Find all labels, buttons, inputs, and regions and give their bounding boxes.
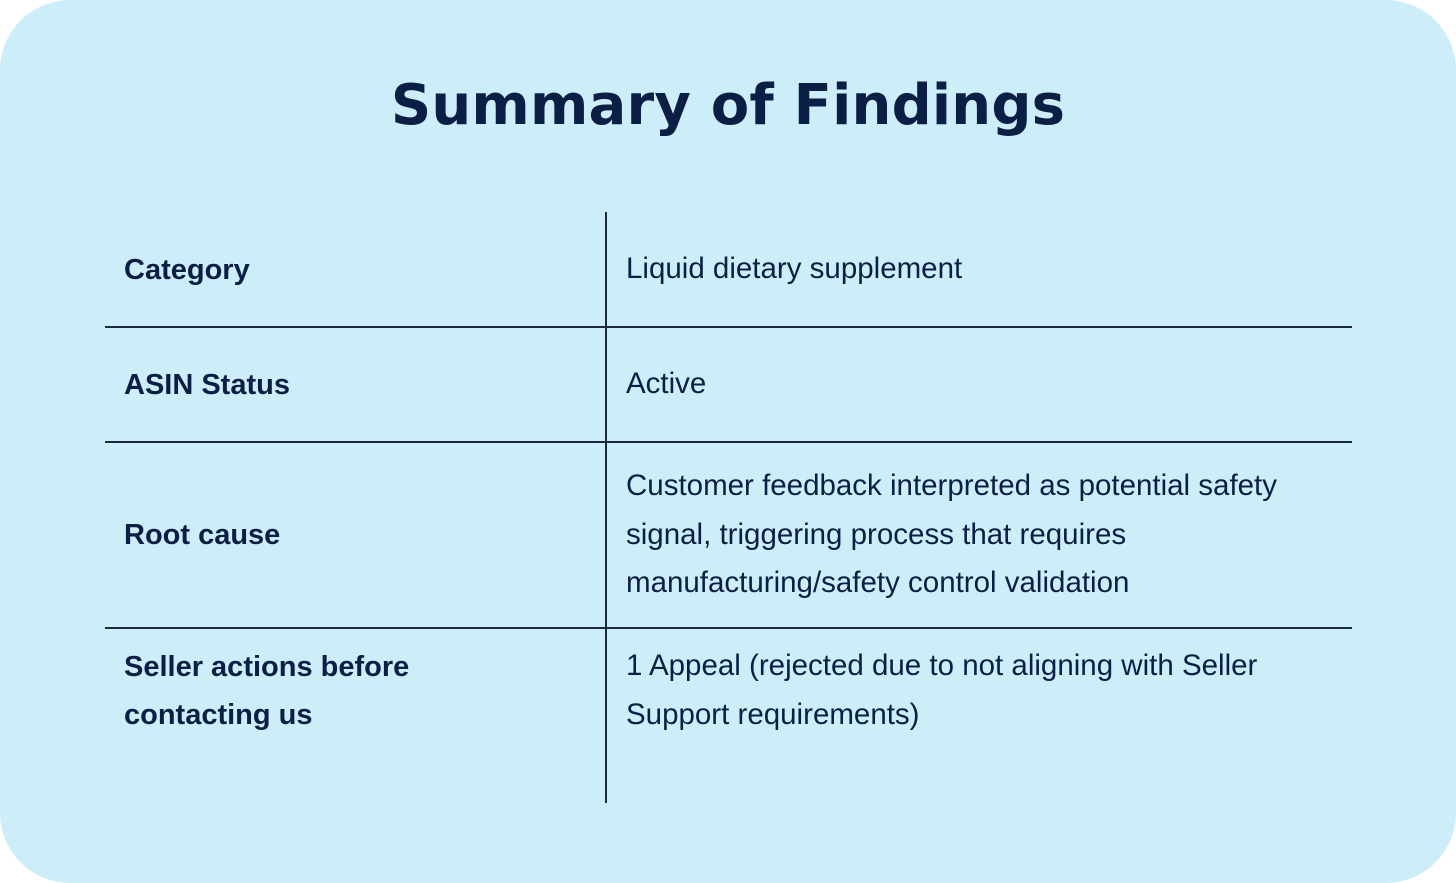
table-row-category: Category Liquid dietary supplement (105, 212, 1352, 327)
table-row-seller-actions: Seller actions before contacting us 1 Ap… (105, 628, 1352, 753)
row-divider (105, 627, 1352, 629)
row-label: ASIN Status (124, 368, 290, 401)
column-divider (605, 212, 607, 803)
row-value: Customer feedback interpreted as potenti… (626, 469, 1278, 600)
row-divider (105, 441, 1352, 443)
row-value: Active (626, 367, 707, 401)
table-row-root-cause: Root cause Customer feedback interpreted… (105, 442, 1352, 628)
row-label: Root cause (124, 519, 281, 551)
row-label: Category (124, 253, 250, 286)
row-value: 1 Appeal (rejected due to not aligning w… (626, 649, 1258, 731)
page-title: Summary of Findings (390, 73, 1066, 138)
table-row-asin-status: ASIN Status Active (105, 327, 1352, 442)
row-divider (105, 326, 1352, 328)
row-label: Seller actions before contacting us (124, 650, 410, 731)
findings-table: Category Liquid dietary supplement ASIN … (105, 212, 1352, 803)
row-value: Liquid dietary supplement (626, 252, 963, 286)
